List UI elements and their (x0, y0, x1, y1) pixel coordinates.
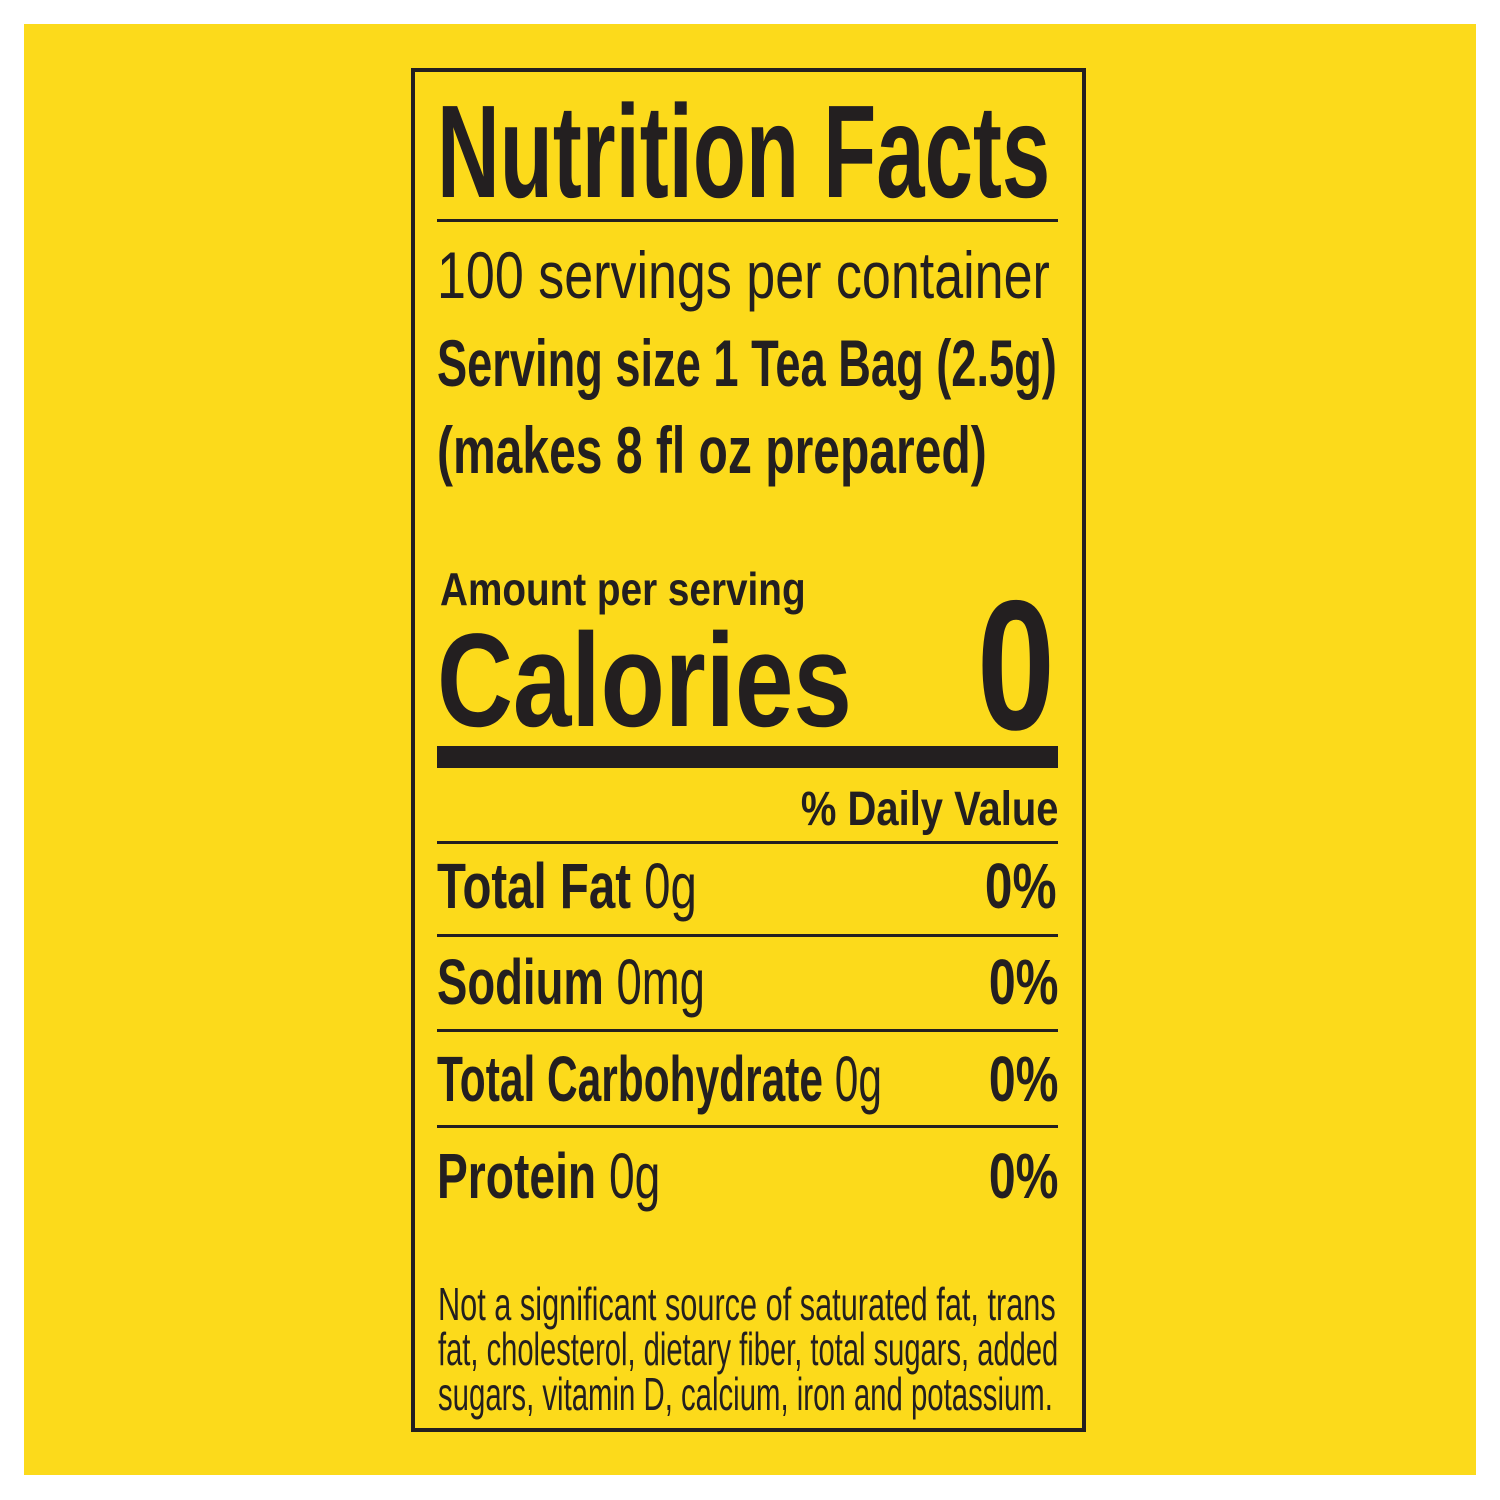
servings-per-container: 100 servings per container (437, 238, 1050, 312)
footnote-line: fat, cholesterol, dietary fiber, total s… (438, 1323, 1059, 1375)
divider (437, 219, 1058, 222)
nutrient-row-total-fat: Total Fat 0g (437, 854, 697, 918)
nutrient-row-sodium: Sodium 0mg (437, 950, 705, 1014)
nutrient-name: Total Carbohydrate (437, 1043, 823, 1115)
nutrient-dv: 0% (984, 850, 1056, 922)
serving-note: (makes 8 fl oz prepared) (437, 413, 987, 487)
divider (437, 1029, 1058, 1032)
serving-size: Serving size 1 Tea Bag (2.5g) (437, 326, 1057, 400)
nutrient-dv: 0% (988, 1140, 1058, 1212)
calories-value: 0 (977, 563, 1055, 769)
nutrient-dv: 0% (988, 946, 1058, 1018)
nutrient-row-protein: Protein 0g (437, 1144, 660, 1208)
nutrient-amount: 0g (644, 850, 697, 922)
thick-divider (437, 746, 1058, 768)
nutrient-amount: 0g (834, 1043, 882, 1115)
calories-label: Calories (437, 607, 852, 755)
nutrition-facts-panel (411, 68, 1086, 1432)
title: Nutrition Facts (437, 78, 1051, 225)
nutrient-name: Total Fat (437, 850, 632, 922)
nutrient-amount: 0mg (616, 946, 705, 1018)
nutrient-dv: 0% (988, 1043, 1058, 1115)
footnote-line: sugars, vitamin D, calcium, iron and pot… (438, 1368, 1053, 1420)
divider (437, 934, 1058, 937)
nutrient-name: Protein (437, 1140, 597, 1212)
divider (437, 841, 1058, 844)
footnote-line: Not a significant source of saturated fa… (438, 1278, 1056, 1330)
divider (437, 1125, 1058, 1128)
daily-value-header: % Daily Value (800, 783, 1058, 836)
amount-per-serving: Amount per serving (440, 563, 806, 615)
nutrient-row-total-carbohydrate: Total Carbohydrate 0g (437, 1047, 882, 1111)
nutrient-name: Sodium (437, 946, 604, 1018)
nutrient-amount: 0g (608, 1140, 661, 1212)
